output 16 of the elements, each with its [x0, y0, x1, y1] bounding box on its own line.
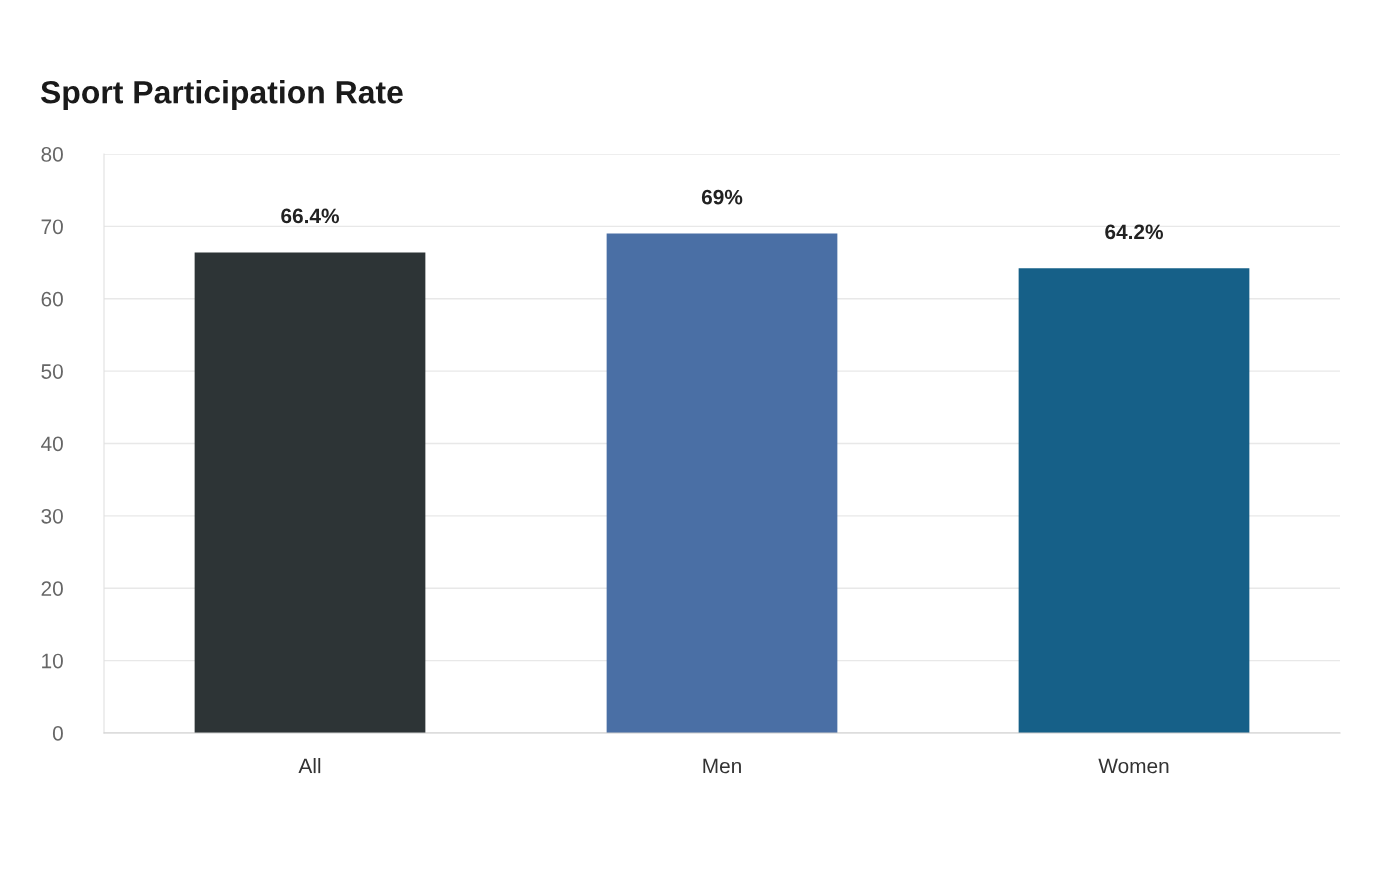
y-tick-label: 20 [41, 581, 63, 596]
x-tick-label: Women [1098, 758, 1169, 774]
data-label: 64.2% [1105, 224, 1163, 240]
chart-title: Sport Participation Rate [40, 80, 403, 110]
data-label: 66.4% [281, 208, 339, 224]
y-tick-label: 80 [41, 147, 63, 162]
x-tick-label: Men [703, 758, 741, 774]
data-label: 69% [701, 189, 743, 205]
y-tick-label: 50 [41, 364, 63, 379]
y-tick-label: 60 [41, 291, 63, 307]
y-tick-label: 30 [41, 508, 63, 524]
y-tick-label: 0 [52, 726, 63, 741]
y-tick-label: 70 [41, 219, 63, 235]
y-tick-label: 10 [42, 653, 63, 669]
y-tick-label: 40 [41, 436, 63, 452]
x-tick-label: All [298, 758, 321, 774]
